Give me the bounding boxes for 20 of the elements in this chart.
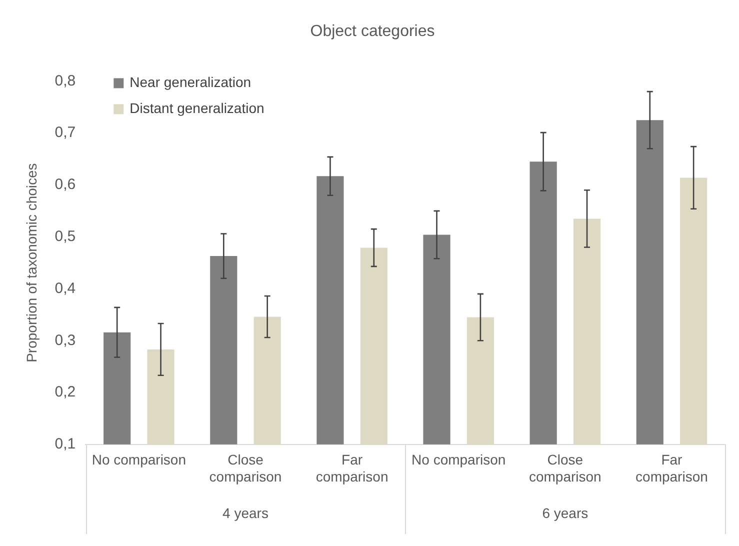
x-tick-label: No comparison <box>412 452 506 468</box>
x-tick-label: Close comparison <box>209 452 282 484</box>
x-tick-label: Far comparison <box>636 452 708 484</box>
x-tick-label: Close comparison <box>528 452 602 484</box>
y-tick-label: 0,3 <box>54 332 76 349</box>
y-tick-label: 0,5 <box>54 228 76 245</box>
legend-label: Distant generalization <box>130 100 264 116</box>
y-tick-label: 0,7 <box>54 124 76 142</box>
y-tick-label: 0,2 <box>54 384 76 401</box>
y-tick-label: 0,8 <box>54 72 76 90</box>
y-tick-label: 0,1 <box>54 436 76 453</box>
y-tick-label: 0,4 <box>54 280 76 297</box>
legend-label: Near generalization <box>130 74 252 90</box>
text: 6 years <box>542 504 588 521</box>
text: 4 years <box>222 504 268 521</box>
chart-title: Object categories <box>310 23 435 40</box>
x-tick-label: No comparison <box>92 452 186 468</box>
x-tick-label: Far comparison <box>316 452 388 484</box>
y-axis-title: Proportion of taxonomic choices <box>23 163 40 362</box>
y-tick-label: 0,6 <box>54 176 76 194</box>
